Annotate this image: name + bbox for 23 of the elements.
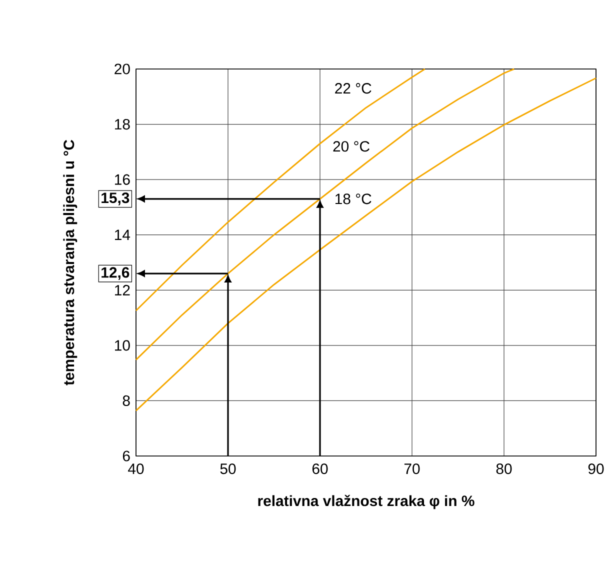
x-axis-title: relativna vlažnost zraka φ in %	[258, 494, 474, 510]
y-tick-label: 16	[115, 174, 130, 185]
x-tick-label: 50	[220, 464, 236, 474]
annotation: 15,3	[102, 192, 130, 206]
y-tick-label: 14	[115, 230, 130, 240]
y-tick-label: 20	[114, 64, 130, 74]
x-tick-label: 80	[496, 464, 512, 474]
line-series	[135, 77, 597, 412]
y-axis-title: temperatura stvaranja plijesni u °C	[63, 140, 78, 386]
x-tick-label: 60	[312, 464, 328, 474]
y-tick-label: 6	[122, 450, 130, 462]
x-tick-label: 70	[404, 464, 420, 474]
y-tick-label: 12	[115, 284, 130, 296]
line-series	[135, 68, 426, 312]
x-tick-label: 90	[588, 464, 604, 474]
y-tick-label: 8	[122, 395, 130, 406]
annotation: 20 °C	[333, 141, 370, 152]
annotation: 12,6	[102, 267, 130, 280]
x-tick-label: 40	[128, 464, 144, 474]
annotation: 22 °C	[335, 83, 372, 94]
y-tick-label: 10	[115, 340, 130, 351]
y-tick-label: 18	[115, 118, 130, 130]
annotation: 18 °C	[335, 194, 372, 204]
